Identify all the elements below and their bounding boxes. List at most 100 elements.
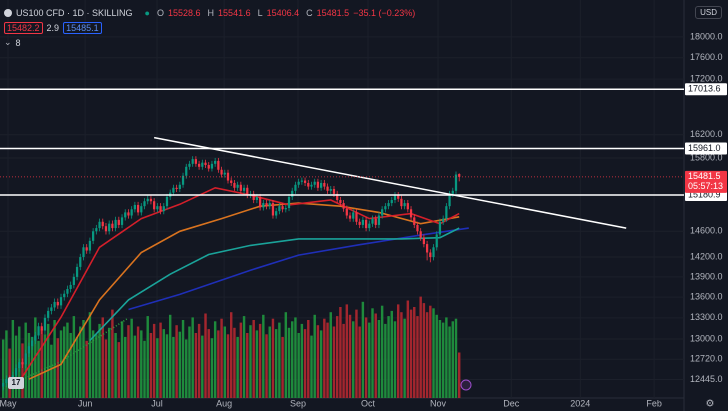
candle-body [387,203,390,207]
candle-body [258,196,262,208]
candle-body [136,204,140,213]
volume-bar [56,338,60,398]
x-tick-label: Jul [151,398,163,408]
volume-bar [438,320,442,398]
volume-bar [380,305,384,398]
volume-bar [5,330,8,398]
buy-price[interactable]: 15485.1 [63,21,102,34]
indicator-count[interactable]: 8 [15,37,21,48]
volume-bar [120,321,124,398]
volume-bar [355,309,358,398]
candle-body [403,203,406,207]
volume-bar [364,317,368,398]
candle-body [326,186,329,191]
y-tick-label: 16200.0 [690,129,723,139]
candle-body [108,223,111,232]
ohlc-letter: O [156,7,164,18]
volume-bar [146,316,149,398]
volume-bar [268,326,271,398]
candle-body [262,203,265,208]
trend-line [153,136,627,229]
candle-body [201,162,204,167]
volume-bar [130,318,133,398]
candle-body [5,379,8,383]
volume-bar [152,323,156,398]
candle-body [422,237,426,245]
candle-body [329,189,332,191]
candle-body [188,163,191,167]
volume-bar [294,317,297,398]
volume-bar [79,326,82,398]
volume-bar [223,326,227,398]
volume-bar [361,301,365,398]
volume-bar [127,325,130,398]
volume-bar [178,331,182,398]
volume-bar [88,312,92,398]
candle-body [281,206,284,210]
candle-body [98,221,101,229]
candle-body [185,166,188,176]
ohlc-letter: H [207,7,215,18]
settings-icon[interactable]: ⚙ [706,399,715,410]
countdown: 05:57:13 [688,181,723,191]
candle-body [69,284,72,289]
volume-bar [445,317,448,398]
symbol[interactable]: US100 CFD · 1D · SKILLING [16,7,133,18]
volume-bar [326,322,329,398]
volume-bar [377,320,381,398]
candle-body [95,228,98,232]
sell-price[interactable]: 15482.2 [4,21,43,34]
volume-bar [348,314,352,398]
drawings [0,88,684,229]
candle-body [425,244,429,253]
candles [2,156,461,391]
candle-body [432,247,435,258]
volume-bar [371,308,374,398]
candle-body [342,203,345,209]
chevron[interactable]: ⌄ [4,37,12,47]
volume-bar [307,320,310,398]
volume-bar [191,317,194,398]
candle-body [454,174,458,191]
candle-body [236,184,239,188]
volume-bar [303,329,307,398]
volume-bar [46,323,50,398]
candle-body [297,181,300,185]
y-tick-label: 13000.0 [690,333,723,343]
ohlc-letter: L [257,7,263,18]
candle-body [162,206,165,212]
candle-body [34,335,37,341]
volume-bar [204,313,207,398]
candle-body [294,184,297,191]
candle-body [275,211,278,216]
symbol-icon [4,8,12,17]
candle-body [79,257,82,267]
volume-bar [393,321,397,398]
volume-bar [188,326,191,398]
volume-bar [319,330,323,398]
candle-body [50,307,53,311]
candle-body [313,181,316,185]
candle-body [63,293,66,298]
candle-body [271,203,275,216]
candle-body [37,326,40,336]
volume-bar [213,321,217,398]
price-label-box [685,170,727,193]
volume-bar [91,330,95,398]
candle-body [397,195,400,199]
volume-bar [313,314,316,398]
candle-body [265,203,268,207]
x-tick-label: Oct [361,398,376,408]
x-tick-label: 2024 [570,398,590,408]
candle-body [384,206,387,210]
volume-bar [72,316,76,398]
alert-icon[interactable] [460,379,472,391]
candle-body [413,217,416,225]
candle-body [214,160,217,164]
volume-bar [159,322,162,398]
y-tick-label: 17600.0 [690,52,723,62]
volume-bar [175,325,178,398]
volume-bar [281,336,284,398]
volume-bar [82,320,85,398]
currency-button[interactable]: USD [695,6,722,19]
